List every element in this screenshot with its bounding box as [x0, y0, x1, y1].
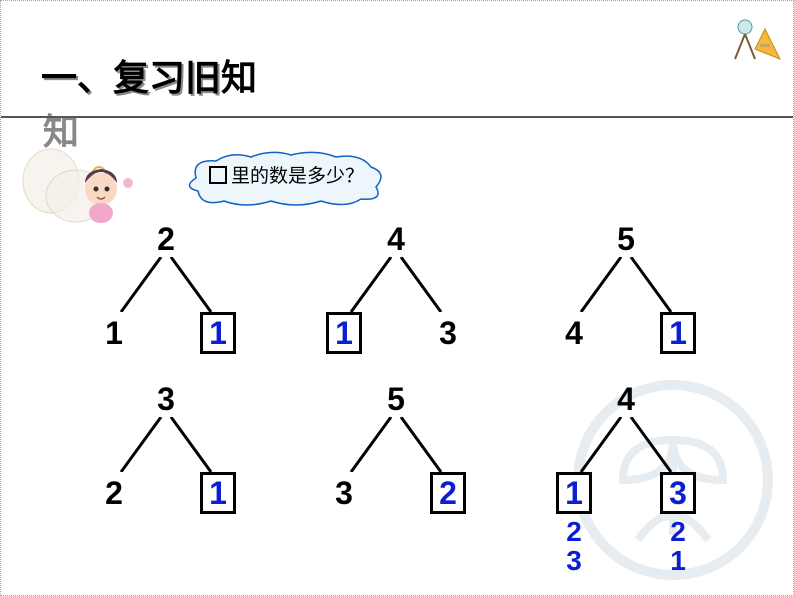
bond-right-value: 2 [428, 475, 468, 512]
bond-top-value: 3 [157, 381, 175, 418]
bonds-row-2: 3215324132321 [76, 381, 716, 521]
number-bond: 5 4 1 [536, 221, 716, 361]
number-bond: 3 2 1 [76, 381, 256, 521]
slide-title: 一、复习旧知 一、复习旧知 [41, 49, 257, 101]
question-text: 里的数是多少？ [209, 161, 364, 188]
bond-left-value: 2 [94, 475, 134, 512]
bond-left-value: 1 [324, 315, 364, 352]
bond-top-value: 5 [387, 381, 405, 418]
blank-box-icon [209, 166, 227, 184]
slide: 一、复习旧知 一、复习旧知 里的数是多少？ 211413541 32153241… [0, 0, 794, 596]
bond-right-value: 3 [658, 475, 698, 512]
divider [1, 116, 794, 118]
corner-icon [725, 9, 785, 64]
number-bond: 4 1 3 [306, 221, 486, 361]
bond-top-value: 4 [617, 381, 635, 418]
bond-left-value: 1 [554, 475, 594, 512]
bond-extra-left: 23 [554, 517, 594, 576]
fairy-icon [21, 141, 136, 226]
title-main: 一、复习旧知 [41, 57, 257, 98]
bond-right-value: 1 [658, 315, 698, 352]
number-bond: 4132321 [536, 381, 716, 521]
bond-left-value: 1 [94, 315, 134, 352]
bonds-row-1: 2 1 1 4 1 3 5 4 1 [76, 221, 716, 361]
bond-left-value: 4 [554, 315, 594, 352]
bond-right-value: 1 [198, 315, 238, 352]
number-bond: 5 3 2 [306, 381, 486, 521]
bonds-container: 211413541 3215324132321 [76, 221, 716, 521]
bond-right-value: 3 [428, 315, 468, 352]
bond-top-value: 2 [157, 221, 175, 258]
bond-extra-right: 21 [658, 517, 698, 576]
question-label: 里的数是多少？ [231, 161, 364, 188]
number-bond: 2 1 1 [76, 221, 256, 361]
bond-left-value: 3 [324, 475, 364, 512]
bond-top-value: 4 [387, 221, 405, 258]
bond-top-value: 5 [617, 221, 635, 258]
bond-right-value: 1 [198, 475, 238, 512]
